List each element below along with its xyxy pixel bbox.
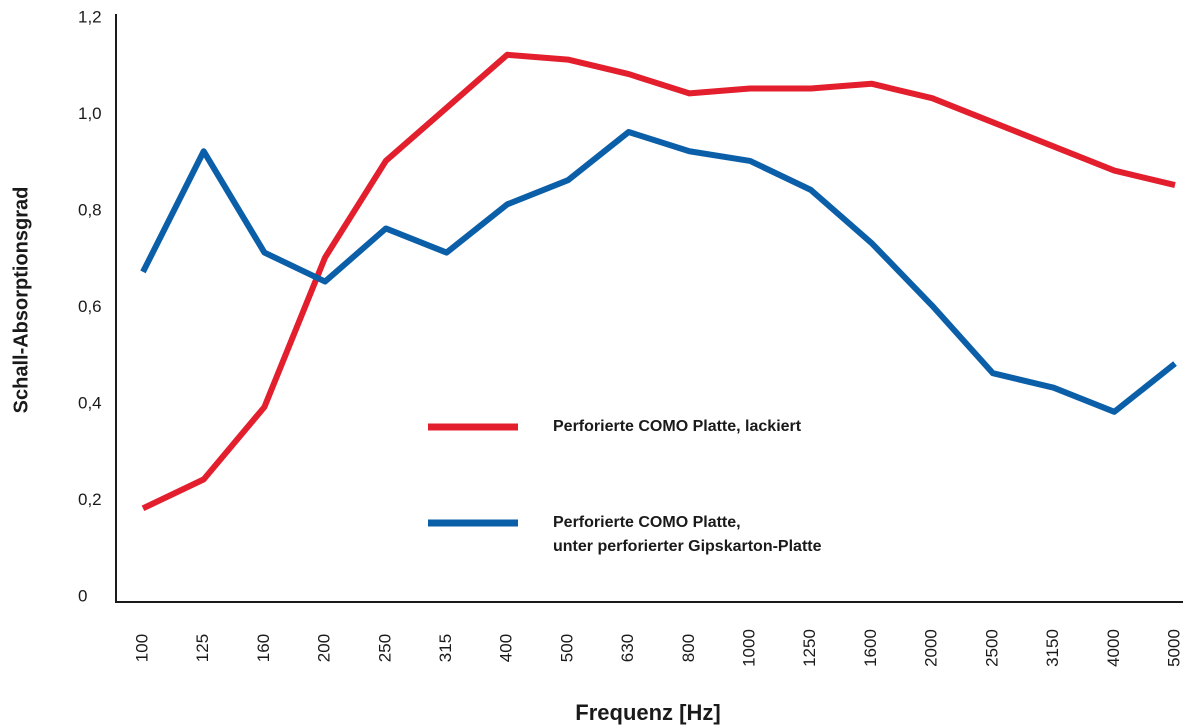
- series-line: [140, 128, 1177, 415]
- legend-label: Perforierte COMO Platte, unter perforier…: [553, 514, 822, 555]
- x-tick-label: 400: [497, 634, 516, 662]
- x-tick-label: 3150: [1043, 629, 1062, 667]
- x-tick-label: 200: [315, 634, 334, 662]
- x-tick-label: 100: [132, 634, 151, 662]
- y-tick-label: 0,4: [78, 393, 102, 412]
- x-tick-label: 250: [375, 634, 394, 662]
- y-tick-label: 0: [78, 586, 87, 605]
- x-tick-label: 1600: [861, 629, 880, 667]
- x-tick-label: 500: [557, 634, 576, 662]
- x-tick-label: 5000: [1164, 629, 1183, 667]
- x-tick-label: 125: [193, 634, 212, 662]
- x-tick-label: 630: [618, 634, 637, 662]
- x-tick-label: 1000: [740, 629, 759, 667]
- x-tick-label: 315: [436, 634, 455, 662]
- y-axis-label: Schall-Absorptionsgrad: [10, 187, 32, 414]
- y-tick-label: 1,2: [78, 7, 102, 26]
- x-tick-label: 2500: [982, 629, 1001, 667]
- x-tick-label: 800: [679, 634, 698, 662]
- y-tick-label: 0,8: [78, 200, 102, 219]
- x-tick-label: 4000: [1104, 629, 1123, 667]
- x-tick-label: 2000: [922, 629, 941, 667]
- x-axis-label: Frequenz [Hz]: [575, 700, 720, 725]
- x-tick-label: 160: [254, 634, 273, 662]
- x-tick-label: 1250: [800, 629, 819, 667]
- series-line: [141, 51, 1176, 512]
- y-tick-label: 0,2: [78, 490, 102, 509]
- legend-label: Perforierte COMO Platte, lackiert: [553, 418, 802, 435]
- y-tick-label: 1,0: [78, 104, 102, 123]
- y-tick-label: 0,6: [78, 297, 102, 316]
